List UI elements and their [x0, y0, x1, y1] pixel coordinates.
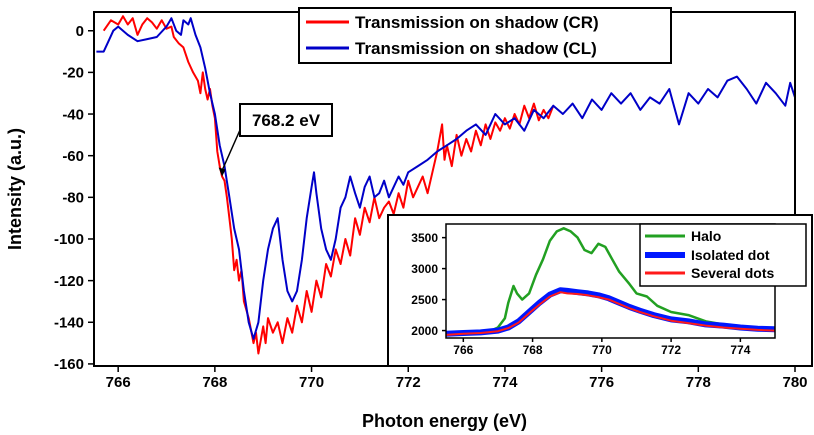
main-y-tick-label: -100	[54, 231, 84, 248]
main-x-tick-label: 776	[589, 374, 614, 391]
inset-y-tick-label: 2500	[411, 293, 438, 307]
inset-x-axis: 766 768 770 772 774	[453, 338, 751, 357]
inset-series-halo	[445, 227, 776, 335]
main-x-tick-label: 766	[106, 374, 131, 391]
x-axis-label: Photon energy (eV)	[362, 411, 527, 431]
inset-x-tick-label: 774	[730, 343, 750, 357]
main-x-axis: 766 768 770 772 774 776 778 780	[106, 366, 808, 391]
main-x-tick-label: 772	[396, 374, 421, 391]
main-plot: 766 768 770 772 774 776 778 780 0 -20 -40 -60 -80 -1…	[5, 7, 808, 431]
main-x-tick-label: 768	[202, 374, 227, 391]
inset-plot: 766 768 770 772 774 2000 2500 3000 3500 Halo Is…	[387, 214, 813, 367]
main-x-tick-label: 780	[782, 374, 807, 391]
main-y-tick-label: -120	[54, 273, 84, 290]
inset-y-axis: 2000 2500 3000 3500	[411, 231, 446, 338]
legend-label-cl: Transmission on shadow (CL)	[355, 39, 597, 58]
annotation: 768.2 eV	[218, 103, 333, 177]
main-x-tick-label: 770	[299, 374, 324, 391]
annotation-box	[239, 103, 333, 137]
main-y-tick-label: -160	[54, 356, 84, 373]
legend-label-halo: Halo	[691, 228, 721, 244]
inset-y-tick-label: 2000	[411, 324, 438, 338]
main-x-tick-label: 778	[686, 374, 711, 391]
main-series-group	[96, 15, 796, 355]
main-series-transmission-on-shadow-cr	[102, 15, 555, 355]
legend-label-cr: Transmission on shadow (CR)	[355, 13, 599, 32]
main-series-transmission-on-shadow-cl	[96, 17, 796, 340]
inset-x-tick-label: 770	[592, 343, 612, 357]
inset-legend: Halo Isolated dot Several dots	[639, 223, 807, 287]
legend-label-isolated-dot: Isolated dot	[691, 247, 770, 263]
main-x-tick-label: 774	[492, 374, 518, 391]
main-y-axis: 0 -20 -40 -60 -80 -100 -120 -140 -160	[54, 23, 94, 373]
inset-y-tick-label: 3500	[411, 231, 438, 245]
annotation-arrow	[221, 129, 241, 171]
annotation-arrowhead	[218, 167, 226, 177]
inset-x-tick-label: 766	[453, 343, 473, 357]
main-y-tick-label: -40	[62, 106, 84, 123]
annotation-label: 768.2 eV	[252, 111, 321, 130]
inset-series-group	[445, 227, 776, 337]
legend-label-several-dots: Several dots	[691, 265, 774, 281]
main-y-tick-label: -80	[62, 190, 84, 207]
main-legend: Transmission on shadow (CR) Transmission…	[298, 7, 672, 64]
main-legend-box	[298, 7, 672, 64]
y-axis-label: Intensity (a.u.)	[5, 128, 25, 250]
main-y-tick-label: 0	[76, 23, 84, 40]
inset-x-tick-label: 768	[523, 343, 543, 357]
inset-y-tick-label: 3000	[411, 262, 438, 276]
inset-x-tick-label: 772	[661, 343, 681, 357]
main-y-tick-label: -20	[62, 65, 84, 82]
inset-series-several-dots	[445, 291, 776, 336]
main-y-tick-label: -140	[54, 315, 84, 332]
main-y-tick-label: -60	[62, 148, 84, 165]
